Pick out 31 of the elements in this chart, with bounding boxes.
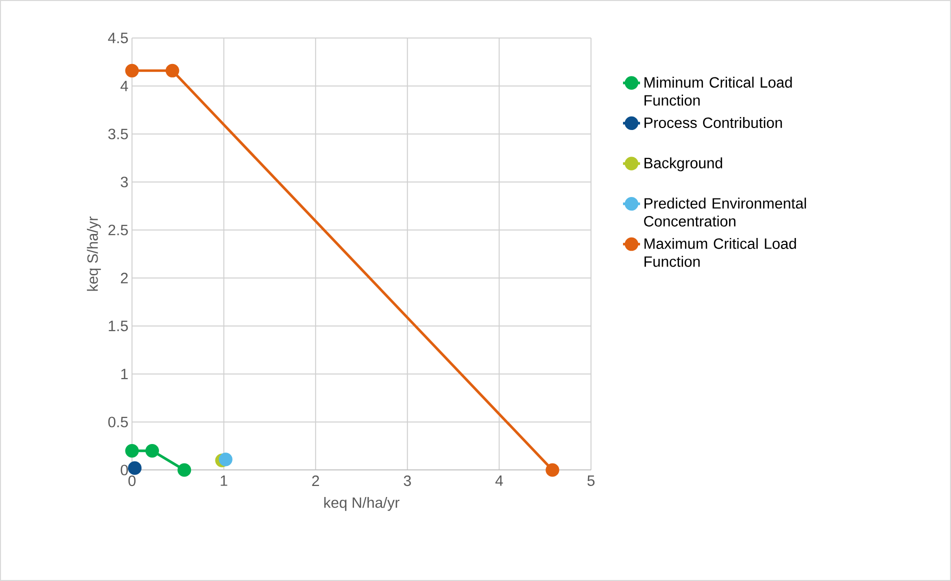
y-tick-label: 2.5 [108, 224, 128, 236]
y-tick-label: 4.5 [108, 32, 128, 44]
x-tick-label: 1 [220, 476, 228, 486]
point [546, 463, 560, 477]
y-tick-label: 4 [120, 80, 128, 92]
y-axis-title: keq S/ha/yr [86, 216, 101, 291]
point [218, 452, 232, 466]
legend-label: Maximum Critical Load Function [644, 238, 796, 267]
point [125, 64, 139, 78]
point [166, 64, 180, 78]
y-tick-label: 1.5 [108, 320, 128, 332]
x-tick-label: 0 [128, 476, 136, 486]
point [178, 463, 192, 477]
y-tick-label: 3 [120, 176, 128, 188]
y-tick-label: 1 [121, 368, 128, 380]
y-tick-label: 3.5 [108, 128, 128, 140]
x-tick-label: 4 [495, 476, 503, 486]
legend-label: Predicted Environmental Concentration [644, 198, 806, 227]
y-tick-label: 0 [120, 464, 128, 476]
x-tick-label: 2 [312, 476, 320, 486]
point [125, 444, 139, 458]
x-tick-label: 5 [587, 476, 595, 486]
legend-label: Miminum Critical Load Function [644, 76, 792, 106]
y-tick-label: 2 [120, 272, 128, 284]
legend-label: Process Contribution [644, 117, 782, 128]
legend-label: Background [644, 157, 722, 172]
x-tick-label: 3 [404, 476, 411, 486]
point [145, 444, 159, 458]
y-tick-label: 0.5 [108, 416, 128, 428]
point [128, 461, 142, 475]
x-axis-title: keq N/ha/yr [324, 496, 400, 511]
